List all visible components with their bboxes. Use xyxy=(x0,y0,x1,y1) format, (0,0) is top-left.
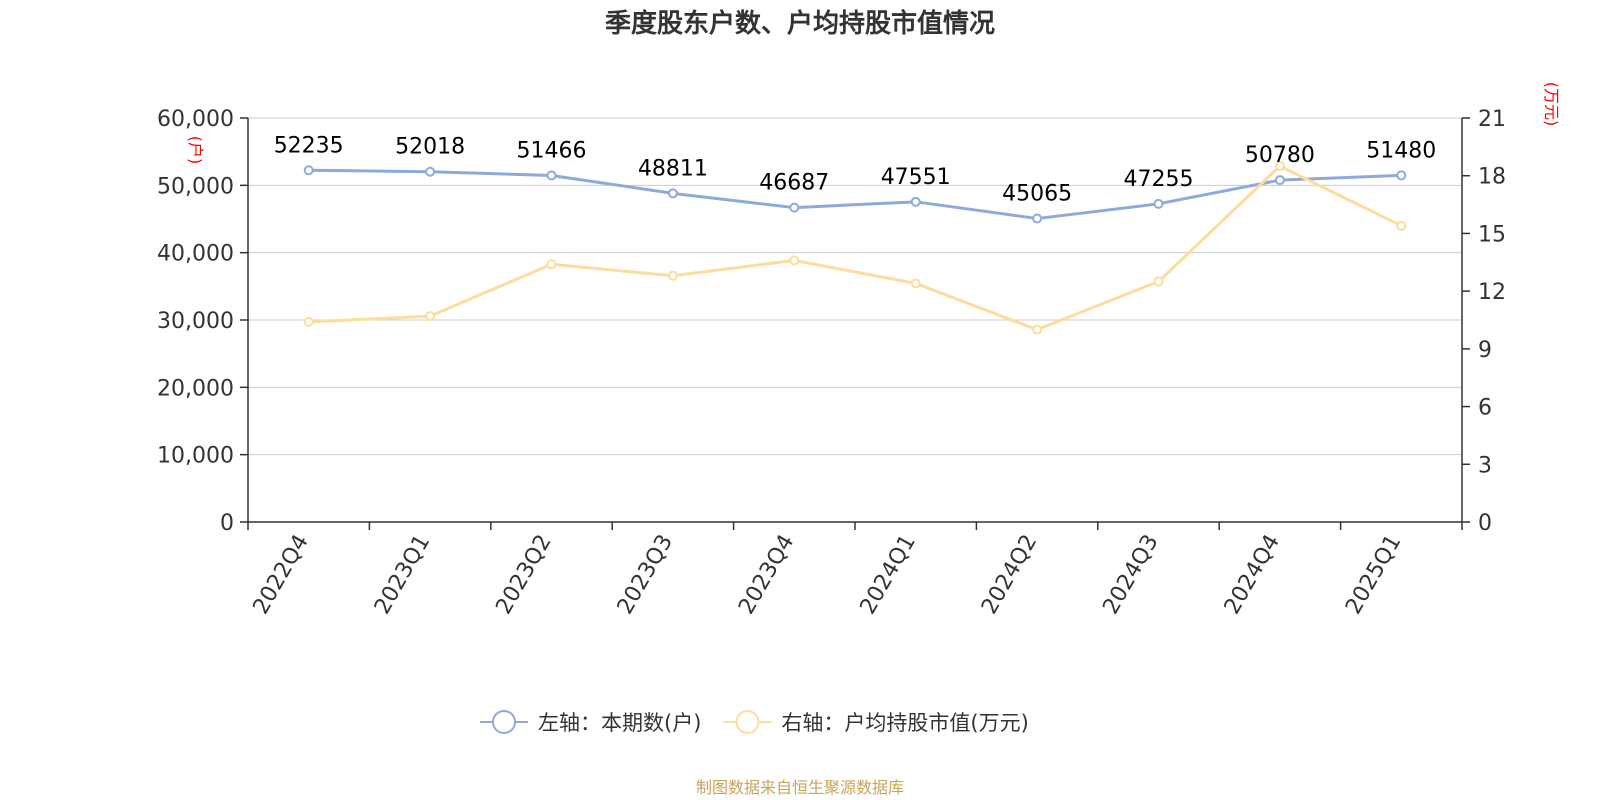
right-tick-label: 0 xyxy=(1478,511,1492,536)
data-label: 50780 xyxy=(1245,143,1315,168)
series-1-point[interactable] xyxy=(789,202,800,213)
series-2-point[interactable] xyxy=(303,316,314,327)
x-tick-label: 2023Q2 xyxy=(491,531,556,619)
data-label: 45065 xyxy=(1002,182,1072,207)
legend-label: 左轴：本期数(户) xyxy=(538,711,701,735)
legend-marker xyxy=(492,710,516,734)
series-2-point[interactable] xyxy=(1153,276,1164,287)
series-1-point[interactable] xyxy=(303,165,314,176)
right-tick-label: 3 xyxy=(1478,453,1492,478)
legend-item-1[interactable]: 左轴：本期数(户) xyxy=(480,710,701,735)
left-tick-label: 50,000 xyxy=(157,174,234,199)
right-tick-label: 21 xyxy=(1478,107,1506,132)
x-axis-ticks: 2022Q4 2023Q1 2023Q2 2023Q3 2023Q4 2024Q1 2024… xyxy=(247,522,1463,619)
series-2-point[interactable] xyxy=(1396,220,1407,231)
series-line-2 xyxy=(308,164,1402,332)
source-note: 制图数据来自恒生聚源数据库 xyxy=(696,778,904,797)
right-tick-label: 18 xyxy=(1478,165,1506,190)
left-axis-ticks: 0 10,000 20,000 30,000 40,000 50,000 60,000 xyxy=(157,107,248,536)
left-tick-label: 40,000 xyxy=(157,242,234,267)
chart-title: 季度股东户数、户均持股市值情况 xyxy=(605,8,995,39)
x-tick-label: 2025Q1 xyxy=(1341,531,1406,619)
right-axis-ticks: 0 3 6 9 12 15 18 21 xyxy=(1462,107,1506,536)
series-line-1 xyxy=(308,168,1402,221)
series-1-point[interactable] xyxy=(425,166,436,177)
x-tick-label: 2024Q2 xyxy=(977,531,1042,619)
right-tick-label: 12 xyxy=(1478,280,1506,305)
series-layer xyxy=(303,161,1407,335)
series-1-point[interactable] xyxy=(1274,175,1285,186)
left-tick-label: 30,000 xyxy=(157,309,234,334)
series-1-point[interactable] xyxy=(910,196,921,207)
x-tick-label: 2024Q1 xyxy=(856,531,921,619)
series-1-point[interactable] xyxy=(1032,213,1043,224)
right-tick-label: 15 xyxy=(1478,222,1506,247)
data-labels: 52235 52018 51466 48811 46687 47551 45065 47255… xyxy=(274,133,1437,206)
data-label: 51480 xyxy=(1366,138,1436,163)
legend[interactable]: 左轴：本期数(户) 右轴：户均持股市值(万元) xyxy=(480,710,1029,735)
left-axis-unit: (户) xyxy=(186,136,205,165)
grid-lines xyxy=(248,117,1462,456)
legend-label: 右轴：户均持股市值(万元) xyxy=(781,711,1028,735)
series-2-point[interactable] xyxy=(789,255,800,266)
data-label: 48811 xyxy=(638,156,708,181)
legend-item-2[interactable]: 右轴：户均持股市值(万元) xyxy=(723,710,1029,735)
data-label: 52235 xyxy=(274,133,344,158)
series-1-point[interactable] xyxy=(1396,170,1407,181)
x-tick-label: 2023Q4 xyxy=(734,531,799,619)
series-2-point[interactable] xyxy=(910,278,921,289)
right-axis-unit: (万元) xyxy=(1542,82,1561,127)
left-tick-label: 60,000 xyxy=(157,107,234,132)
left-tick-label: 0 xyxy=(220,511,234,536)
legend-marker xyxy=(735,710,760,734)
series-2-point[interactable] xyxy=(1274,161,1285,172)
data-label: 46687 xyxy=(759,171,829,196)
right-tick-label: 6 xyxy=(1478,396,1492,421)
series-2-point[interactable] xyxy=(1032,324,1043,335)
right-tick-label: 9 xyxy=(1478,338,1492,363)
series-2-point[interactable] xyxy=(546,259,557,270)
series-1-point[interactable] xyxy=(667,188,678,199)
x-tick-label: 2024Q4 xyxy=(1220,531,1285,619)
left-tick-label: 10,000 xyxy=(157,444,234,469)
x-tick-label: 2022Q4 xyxy=(249,531,314,619)
left-tick-label: 20,000 xyxy=(157,376,234,401)
x-tick-label: 2023Q3 xyxy=(613,531,678,619)
series-2-point[interactable] xyxy=(425,311,436,322)
series-1-point[interactable] xyxy=(546,170,557,181)
data-label: 51466 xyxy=(517,138,587,163)
data-label: 47551 xyxy=(881,165,951,190)
x-tick-label: 2024Q3 xyxy=(1098,531,1163,619)
data-label: 47255 xyxy=(1124,167,1194,192)
series-1-point[interactable] xyxy=(1153,198,1164,209)
series-2-point[interactable] xyxy=(667,270,678,281)
data-label: 52018 xyxy=(395,135,465,160)
x-tick-label: 2023Q1 xyxy=(370,531,435,619)
